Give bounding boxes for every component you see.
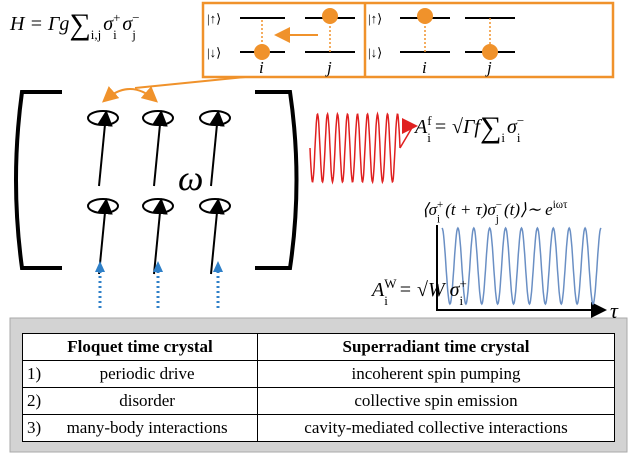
emission-wave — [309, 111, 414, 185]
spins — [87, 110, 231, 275]
row-number: 1) — [27, 364, 42, 383]
level-down: |↓⟩ — [207, 45, 221, 60]
site-i: i — [422, 58, 427, 77]
level-up: |↑⟩ — [368, 11, 382, 26]
table-cell: cavity-mediated collective interactions — [257, 414, 615, 442]
spin-part — [199, 198, 231, 214]
formula-text: A — [413, 116, 428, 138]
table-row: 2) disorder collective spin emission — [22, 387, 615, 415]
spin-part — [199, 110, 231, 126]
spin-part — [96, 110, 113, 187]
pump-arrows — [95, 261, 223, 308]
cell-text: many-body interactions — [66, 418, 228, 437]
formula-text: H = Γg — [9, 13, 69, 35]
transition-box — [101, 1, 615, 103]
formula-text: (t)⟩∼ e — [504, 200, 553, 219]
formula-sub: i — [437, 214, 440, 226]
formula-sub: j — [495, 214, 499, 226]
formula-sup: + — [460, 276, 467, 291]
formula-text: A — [370, 279, 385, 301]
formula-text: σ — [122, 13, 133, 35]
table-cell: 2) disorder — [22, 387, 258, 415]
formula-text: = √W σ — [399, 279, 461, 301]
formula-sup: f — [427, 113, 432, 128]
table-header: Floquet time crystal — [22, 333, 258, 361]
correlation-plot — [436, 225, 607, 318]
formula-text: ∑ — [480, 111, 501, 144]
formula-sub: i — [517, 130, 521, 145]
formula-sup: W — [384, 276, 397, 291]
tau-label: τ — [610, 298, 619, 323]
table-cell: incoherent spin pumping — [257, 360, 615, 388]
site-i: i — [259, 58, 264, 77]
cell-text: periodic drive — [99, 364, 195, 383]
row-number: 2) — [27, 391, 42, 410]
spin-part — [153, 261, 163, 272]
spin-part — [208, 198, 225, 275]
table-cell: collective spin emission — [257, 387, 615, 415]
formula-text: ⟨σ — [422, 200, 438, 219]
formula-sup: − — [517, 113, 524, 128]
spin-part — [95, 261, 105, 272]
formula-sup: − — [132, 10, 139, 25]
level-up: |↑⟩ — [207, 11, 221, 26]
spin-part — [151, 198, 168, 275]
formula-text: σ — [103, 13, 114, 35]
formula-sup: − — [496, 199, 502, 211]
spin-part — [87, 110, 119, 126]
formula-sub: j — [131, 27, 136, 42]
formula-sup: + — [437, 199, 443, 211]
table-row: 1) periodic drive incoherent spin pumping — [22, 360, 615, 388]
table-row: 3) many-body interactions cavity-mediated … — [22, 414, 615, 442]
site-j: j — [485, 58, 492, 77]
table-header: Superradiant time crystal — [257, 333, 615, 361]
formula-sup: + — [113, 10, 120, 25]
cavity — [14, 90, 299, 270]
spin-part — [208, 110, 225, 187]
level-down: |↓⟩ — [368, 45, 382, 60]
formula-sub: i — [113, 27, 117, 42]
site-j: j — [325, 58, 332, 77]
formula-text: = √Γf — [434, 116, 483, 138]
spin-part — [213, 261, 223, 272]
formula-sub: i — [501, 130, 505, 145]
spin-part — [87, 198, 119, 214]
formula-sub: i — [460, 293, 464, 308]
formula-sub: i,j — [91, 27, 101, 42]
formula-text: σ — [507, 116, 518, 138]
table-cell: 1) periodic drive — [22, 360, 258, 388]
formula-text: (t + τ)σ — [445, 200, 496, 219]
formula-sub: i — [384, 293, 388, 308]
cell-text: disorder — [119, 391, 175, 410]
formula-sup: iωτ — [553, 199, 568, 211]
formula-text: ∑ — [69, 8, 90, 41]
row-number: 3) — [27, 418, 42, 437]
spin-part — [151, 110, 168, 187]
table-cell: 3) many-body interactions — [22, 414, 258, 442]
omega-label: ω — [178, 158, 203, 198]
spin-part — [142, 198, 174, 214]
formula-sub: i — [427, 130, 431, 145]
comparison-table: Floquet time crystal Superradiant time cr… — [22, 333, 615, 442]
spin-part — [142, 110, 174, 126]
